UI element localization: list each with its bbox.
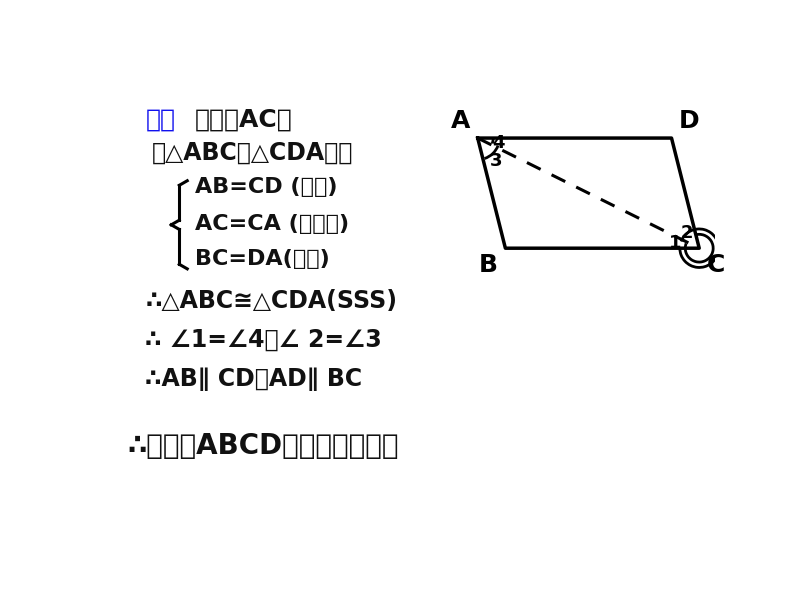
Text: AB=CD (已知): AB=CD (已知): [195, 177, 337, 197]
Text: ∴ ∠1=∠4，∠ 2=∠3: ∴ ∠1=∠4，∠ 2=∠3: [145, 328, 382, 352]
Text: 4: 4: [491, 134, 504, 152]
Text: 在△ABC和△CDA中，: 在△ABC和△CDA中，: [152, 141, 353, 165]
Text: ∴四边形ABCD是平行四边形。: ∴四边形ABCD是平行四边形。: [127, 432, 399, 460]
Text: C: C: [707, 253, 725, 277]
Text: 1: 1: [669, 234, 681, 252]
Text: 证明: 证明: [145, 108, 175, 132]
Text: ：连结AC，: ：连结AC，: [195, 108, 292, 132]
Text: A: A: [451, 110, 470, 134]
Text: 3: 3: [490, 152, 503, 170]
Text: 2: 2: [680, 224, 693, 242]
Text: B: B: [479, 253, 498, 277]
Text: D: D: [679, 110, 700, 134]
Text: ∴AB∥ CD，AD∥ BC: ∴AB∥ CD，AD∥ BC: [145, 367, 363, 391]
Text: AC=CA (公共边): AC=CA (公共边): [195, 214, 349, 234]
Text: BC=DA(已知): BC=DA(已知): [195, 249, 330, 269]
Text: ∴△ABC≅△CDA(SSS): ∴△ABC≅△CDA(SSS): [145, 289, 398, 313]
